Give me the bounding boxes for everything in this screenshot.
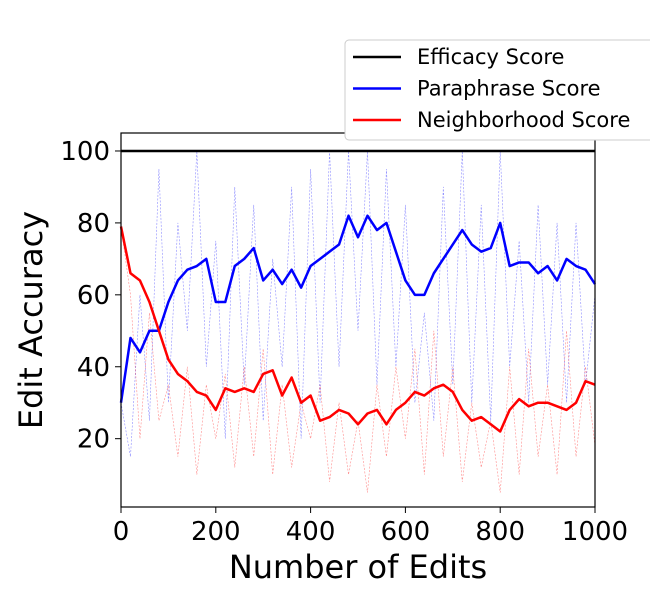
y-axis-title: Edit Accuracy <box>12 211 50 429</box>
neighborhood-score-raw-line <box>120 226 596 493</box>
x-axis-title: Number of Edits <box>229 548 487 586</box>
legend-box <box>344 39 650 141</box>
x-tick-label: 400 <box>286 517 336 547</box>
legend-label-efficacy-score: Efficacy Score <box>417 45 564 69</box>
neighborhood-score-smoothed-line <box>119 226 596 433</box>
x-tick-label: 800 <box>475 517 525 547</box>
y-tick-label: 80 <box>77 209 110 239</box>
x-axis-ticks: 0 200 400 600 800 1000 <box>113 507 628 547</box>
y-axis-ticks: 20 40 60 80 100 <box>60 137 121 455</box>
y-tick-label: 60 <box>77 281 110 311</box>
x-tick-label: 1000 <box>562 517 628 547</box>
paraphrase-score-raw-line <box>120 150 596 457</box>
smoothed-series-layer <box>119 149 597 433</box>
y-tick-label: 40 <box>77 353 110 383</box>
y-tick-label: 20 <box>77 425 110 455</box>
legend-label-neighborhood-score: Neighborhood Score <box>417 108 630 132</box>
raw-series-layer <box>120 150 596 493</box>
x-tick-label: 600 <box>381 517 431 547</box>
legend: Efficacy Score Paraphrase Score Neighborho… <box>344 39 650 141</box>
y-tick-label: 100 <box>60 137 110 167</box>
x-tick-label: 0 <box>113 517 130 547</box>
legend-label-paraphrase-score: Paraphrase Score <box>417 77 601 101</box>
x-tick-label: 200 <box>191 517 241 547</box>
paraphrase-score-smoothed-line <box>119 214 597 403</box>
